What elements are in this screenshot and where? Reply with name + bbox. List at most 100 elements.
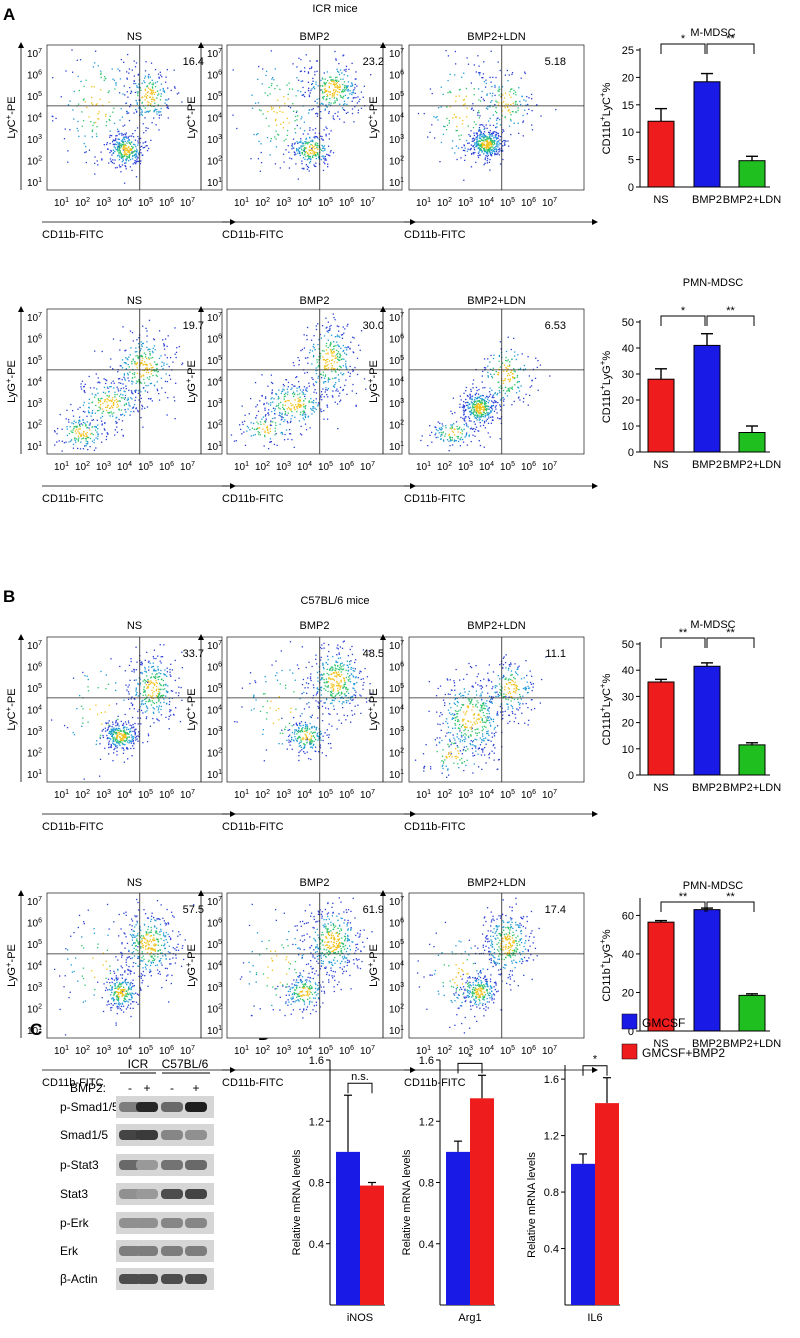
flow-event-dot [498, 94, 500, 96]
flow-event-dot [287, 391, 289, 393]
flow-event-dot [342, 326, 344, 328]
flow-event-dot [476, 136, 479, 138]
flow-event-dot [77, 103, 80, 105]
flow-event-dot [111, 400, 113, 403]
flow-event-dot [473, 153, 475, 155]
flow-event-dot [131, 391, 133, 393]
flow-event-dot [149, 76, 151, 78]
flow-event-dot [480, 403, 482, 405]
flow-event-dot [492, 149, 495, 152]
flow-event-dot [274, 408, 276, 410]
flow-event-dot [83, 401, 85, 404]
flow-event-dot [322, 78, 324, 80]
flow-event-dot [271, 78, 273, 80]
flow-event-dot [511, 369, 513, 372]
flow-event-dot [488, 144, 490, 147]
flow-event-dot [511, 376, 514, 378]
flow-event-dot [310, 407, 312, 410]
flow-event-dot [473, 403, 476, 406]
ylabel-plus: + [4, 114, 13, 119]
flow-event-dot [329, 97, 331, 100]
flow-event-dot [158, 698, 160, 700]
flow-event-dot [329, 326, 331, 328]
flow-event-dot [141, 702, 143, 705]
flow-event-dot [495, 131, 497, 134]
flow-event-dot [155, 679, 157, 682]
flow-event-dot [117, 388, 119, 390]
flow-xtick: 102 [75, 789, 90, 801]
flow-event-dot [490, 140, 492, 142]
flow-event-dot [453, 440, 456, 443]
flow-event-dot [499, 418, 502, 420]
flow-event-dot [134, 159, 136, 162]
flow-event-dot [151, 93, 153, 95]
flow-event-dot [527, 404, 529, 406]
panel-label-a: A [3, 5, 15, 24]
flow-event-dot [288, 408, 291, 410]
flow-event-dot [287, 145, 289, 147]
flow-event-dot [135, 728, 137, 730]
flow-event-dot [491, 151, 494, 153]
flow-event-dot [152, 366, 154, 369]
flow-event-dot [115, 84, 117, 86]
flow-event-dot [118, 154, 120, 157]
flow-event-dot [314, 137, 316, 139]
flow-event-dot [277, 404, 280, 407]
flow-event-dot [107, 398, 109, 401]
flow-event-dot [468, 134, 470, 136]
flow-event-dot [78, 431, 80, 434]
flow-event-dot [146, 357, 148, 360]
flow-event-dot [140, 723, 142, 725]
flow-event-dot [145, 671, 147, 673]
flow-event-dot [314, 407, 316, 409]
tick-base: 10 [27, 92, 39, 103]
flow-event-dot [112, 380, 114, 382]
flow-event-dot [118, 400, 120, 402]
flow-event-dot [97, 687, 99, 689]
flow-event-dot [161, 76, 163, 78]
flow-event-dot [307, 133, 309, 135]
flow-event-dot [143, 363, 145, 366]
flow-event-dot [125, 734, 127, 736]
flow-event-dot [302, 94, 305, 96]
flow-event-dot [294, 120, 296, 122]
flow-event-dot [141, 114, 144, 116]
flow-event-dot [166, 345, 168, 348]
tick-base: 10 [27, 706, 39, 717]
flow-event-dot [506, 390, 508, 392]
flow-event-dot [496, 149, 498, 151]
flow-event-dot [149, 363, 151, 365]
flow-event-dot [148, 147, 150, 150]
flow-event-dot [111, 405, 113, 407]
tick-exponent: 1 [65, 197, 69, 204]
flow-plot-title: BMP2 [300, 295, 330, 307]
flow-event-dot [494, 136, 496, 139]
ylabel-tail: PE [368, 96, 380, 111]
flow-event-dot [490, 410, 492, 413]
flow-event-dot [82, 410, 85, 413]
flow-event-dot [153, 385, 156, 387]
flow-event-dot [335, 89, 337, 91]
flow-event-dot [475, 144, 478, 146]
flow-event-dot [151, 92, 153, 94]
flow-event-dot [334, 86, 336, 88]
flow-event-dot [261, 83, 263, 85]
flow-event-dot [489, 143, 491, 145]
flow-event-dot [355, 404, 357, 407]
flow-event-dot [457, 440, 460, 443]
flow-event-dot [156, 388, 158, 390]
flow-event-dot [111, 141, 114, 143]
flow-event-dot [159, 684, 161, 686]
flow-event-dot [157, 668, 159, 670]
flow-event-dot [327, 379, 329, 381]
flow-event-dot [489, 130, 491, 132]
flow-event-dot [140, 391, 142, 393]
flow-event-dot [489, 361, 491, 363]
flow-event-dot [515, 392, 518, 394]
flow-event-dot [490, 404, 493, 407]
flow-event-dot [165, 684, 167, 686]
flow-event-dot [129, 354, 131, 356]
flow-event-dot [490, 134, 492, 136]
flow-event-dot [144, 117, 146, 119]
flow-event-dot [164, 102, 166, 104]
